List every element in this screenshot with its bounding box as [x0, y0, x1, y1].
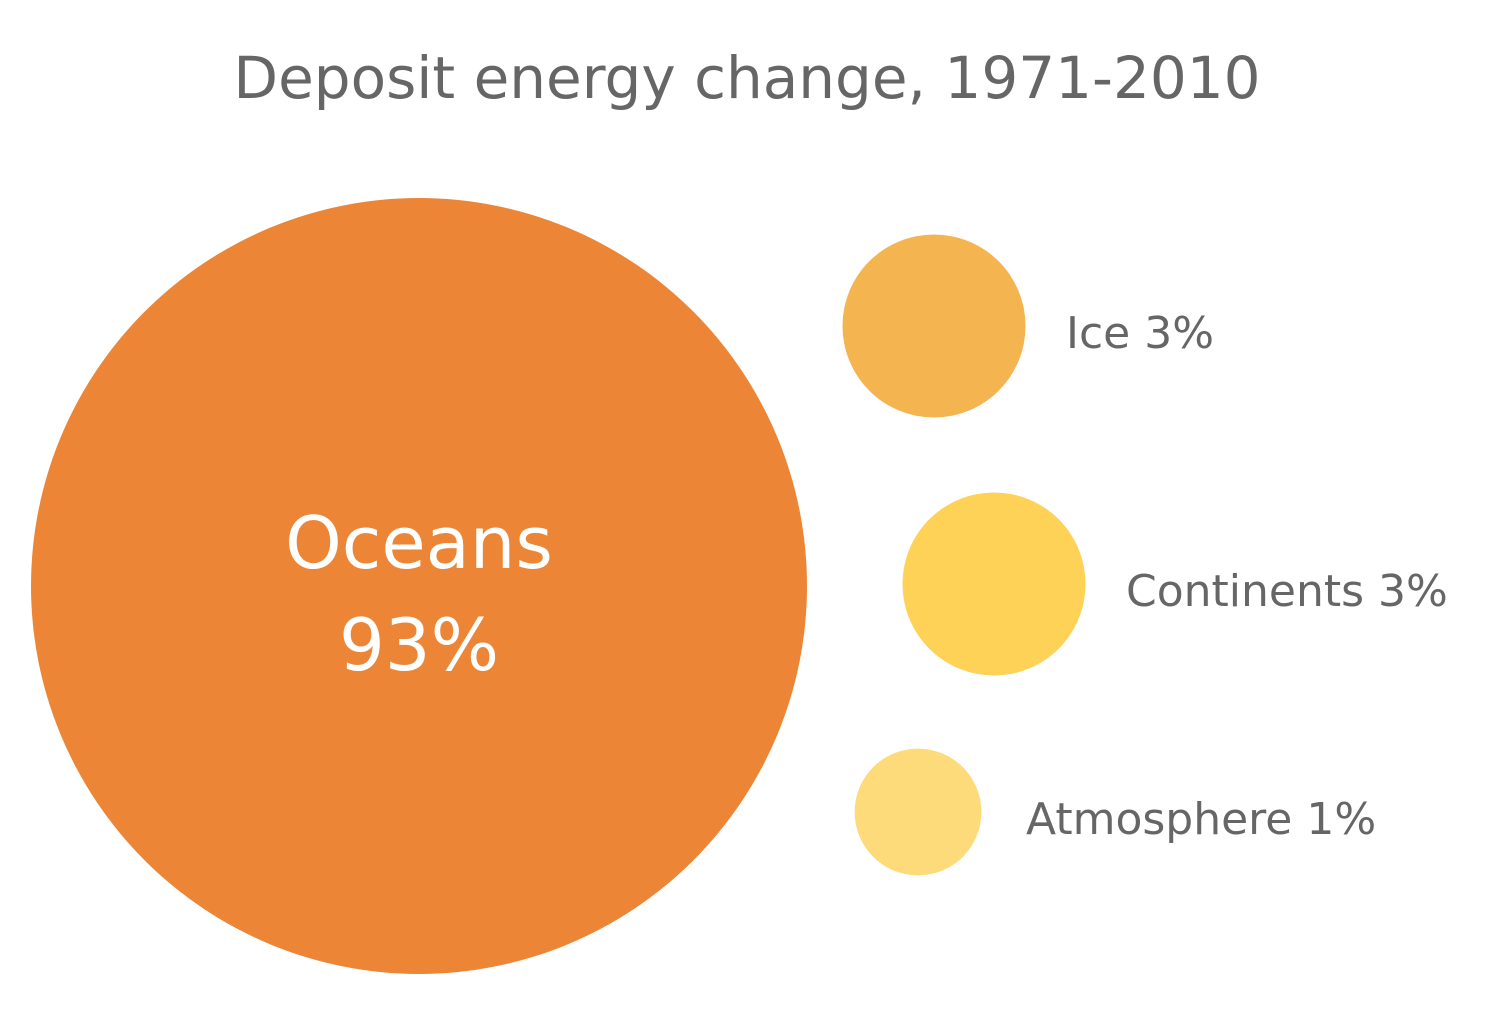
continents-label: Continents 3% — [1126, 566, 1448, 617]
bubble-ice — [842, 234, 1026, 418]
bubble-continents — [902, 492, 1086, 676]
bubble-oceans — [31, 198, 807, 974]
bubble-atmosphere — [854, 748, 982, 876]
atmosphere-label: Atmosphere 1% — [1026, 794, 1376, 845]
oceans-label: Oceans — [285, 501, 553, 585]
oceans-value-label: 93% — [339, 603, 499, 687]
ice-label: Ice 3% — [1066, 308, 1214, 359]
chart-title: Deposit energy change, 1971-2010 — [233, 44, 1260, 112]
